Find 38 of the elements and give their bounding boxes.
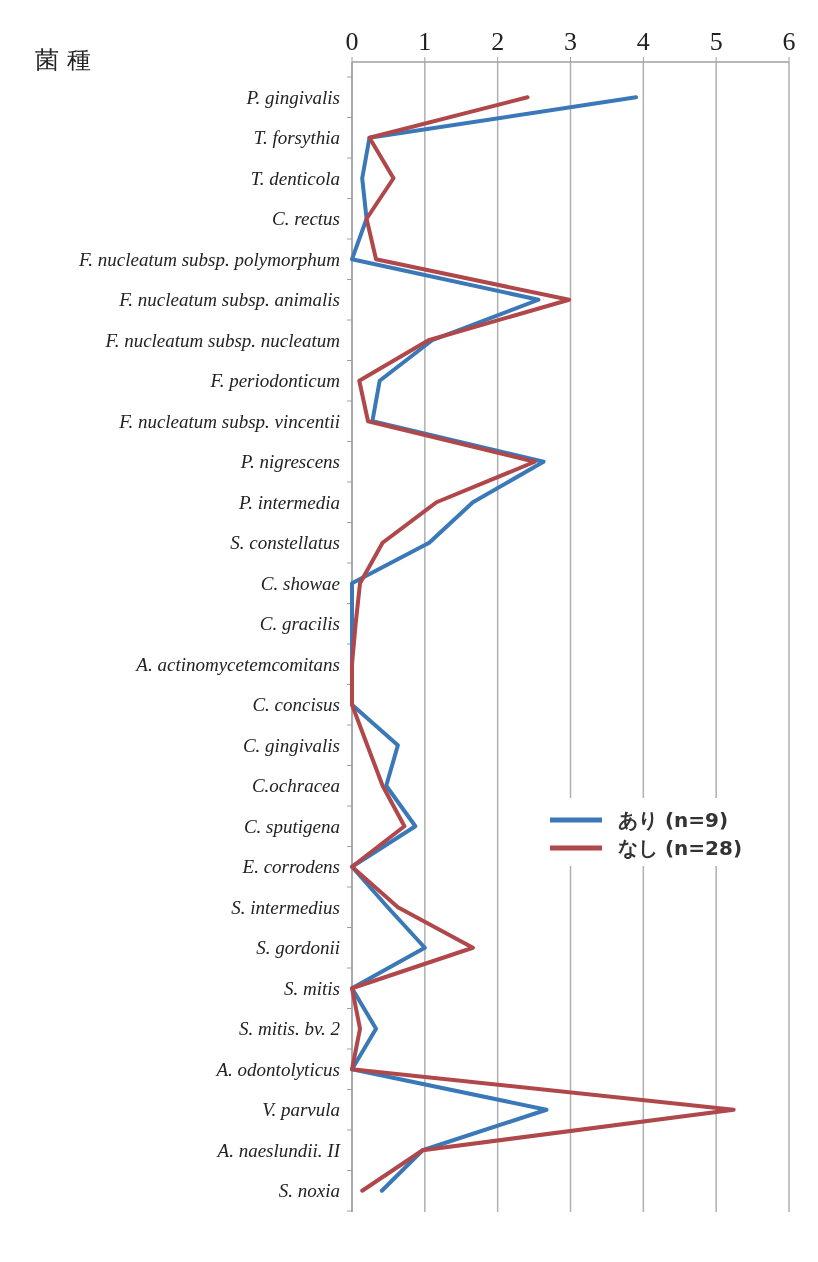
y-axis-title: 菌 種 bbox=[35, 46, 91, 74]
y-tick-label: C. gingivalis bbox=[242, 734, 340, 756]
x-tick-label: 3 bbox=[564, 27, 577, 56]
x-tick-label: 2 bbox=[491, 27, 505, 56]
y-tick-label: T. denticola bbox=[250, 167, 340, 189]
y-tick-label: C. sputigena bbox=[243, 815, 340, 837]
y-tick-label: C.ochracea bbox=[251, 775, 340, 797]
y-tick-label: V. parvula bbox=[262, 1099, 340, 1121]
legend-label: あり (n=9) bbox=[618, 808, 729, 832]
y-tick-label: C. gracilis bbox=[259, 613, 340, 635]
legend-label: なし (n=28) bbox=[618, 836, 743, 860]
y-tick-label: C. rectus bbox=[272, 208, 340, 230]
y-tick-label: C. concisus bbox=[252, 694, 340, 716]
y-tick-label: S. constellatus bbox=[230, 532, 340, 554]
y-tick-label: A. naeslundii. II bbox=[215, 1139, 342, 1161]
y-tick-label: S. mitis bbox=[284, 977, 340, 999]
x-tick-label: 5 bbox=[709, 27, 723, 56]
y-tick-label: F. nucleatum subsp. animalis bbox=[118, 289, 340, 311]
x-tick-label: 0 bbox=[345, 27, 359, 56]
y-tick-label: A. actinomycetemcomitans bbox=[134, 653, 340, 675]
y-tick-label: S. gordonii bbox=[256, 937, 340, 959]
y-tick-label: C. showae bbox=[260, 572, 340, 594]
y-tick-label: F. nucleatum subsp. nucleatum bbox=[104, 329, 340, 351]
x-tick-label: 4 bbox=[636, 27, 650, 56]
y-tick-label: A. odontolyticus bbox=[214, 1058, 340, 1080]
y-tick-label: E. corrodens bbox=[241, 856, 340, 878]
y-tick-label: S. noxia bbox=[278, 1180, 340, 1202]
y-tick-label: T. forsythia bbox=[253, 127, 340, 149]
y-tick-label: P. gingivalis bbox=[245, 86, 340, 108]
x-tick-label: 1 bbox=[418, 27, 432, 56]
y-tick-label: S. mitis. bv. 2 bbox=[239, 1018, 341, 1040]
y-tick-label: F. nucleatum subsp. polymorphum bbox=[78, 248, 340, 270]
y-tick-label: P. intermedia bbox=[238, 491, 340, 513]
y-tick-label: P. nigrescens bbox=[239, 451, 340, 473]
x-tick-label: 6 bbox=[782, 27, 796, 56]
y-tick-label: F. periodonticum bbox=[209, 370, 340, 392]
y-tick-label: S. intermedius bbox=[231, 896, 340, 918]
y-tick-label: F. nucleatum subsp. vincentii bbox=[118, 410, 340, 432]
